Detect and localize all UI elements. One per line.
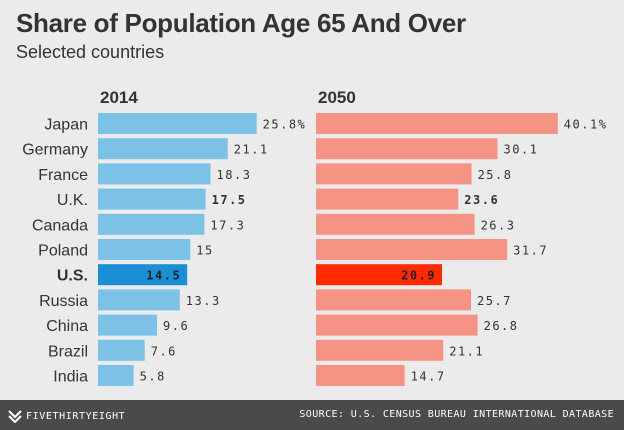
data-label-2050-U.K.: 23.6 — [464, 193, 499, 207]
data-label-2014-Poland: 15 — [196, 244, 213, 258]
data-label-2050-Poland: 31.7 — [513, 244, 548, 258]
bar-2050-Japan — [316, 113, 558, 134]
data-label-2050-India: 14.7 — [411, 370, 446, 384]
data-label-2050-Canada: 26.3 — [481, 218, 516, 232]
data-label-2050-France: 25.8 — [478, 168, 513, 182]
category-label: Brazil — [48, 343, 88, 360]
bar-2050-France — [316, 163, 472, 185]
data-label-2014-U.K.: 17.5 — [212, 193, 247, 207]
data-label-2014-China: 9.6 — [163, 319, 189, 333]
data-label-2014-Germany: 21.1 — [234, 143, 269, 157]
category-label: Canada — [32, 217, 88, 234]
data-label-2050-U.S.: 20.9 — [401, 269, 436, 283]
bar-2014-Canada — [98, 213, 205, 235]
data-label-2050-Germany: 30.1 — [504, 143, 539, 157]
fivethirtyeight-logo-icon — [8, 410, 22, 423]
bar-2014-India — [98, 365, 134, 386]
bar-2050-Russia — [316, 289, 471, 311]
category-label: Japan — [44, 117, 88, 134]
category-label: Germany — [22, 142, 88, 159]
category-label: China — [46, 318, 88, 335]
data-label-2050-Japan: 40.1% — [564, 118, 608, 132]
bar-2014-Japan — [98, 113, 257, 134]
bar-2014-U.K. — [98, 188, 206, 210]
bar-2050-U.K. — [316, 188, 459, 210]
data-label-2014-U.S.: 14.5 — [146, 269, 181, 283]
bar-2014-Poland — [98, 239, 191, 260]
bar-2050-Brazil — [316, 339, 444, 361]
bar-2050-China — [316, 314, 478, 336]
bar-2014-Brazil — [98, 339, 145, 361]
bar-2050-India — [316, 365, 405, 386]
bar-chart: 2014 2050 Japan Germany France U.K. Canada Pola… — [22, 88, 608, 386]
bar-2014-France — [98, 163, 211, 185]
bar-2014-Germany — [98, 138, 228, 160]
brand: FIVETHIRTYEIGHT — [8, 408, 125, 424]
series-header-2014: 2014 — [100, 88, 138, 107]
data-label-2014-Russia: 13.3 — [186, 294, 221, 308]
bar-2050-Poland — [316, 239, 508, 260]
category-label: U.K. — [57, 192, 88, 209]
data-label-2014-India: 5.8 — [140, 370, 166, 384]
category-label: India — [53, 369, 88, 386]
category-label: France — [38, 167, 88, 184]
bar-2050-Germany — [316, 138, 498, 160]
data-label-2050-Russia: 25.7 — [477, 294, 512, 308]
bar-2014-U.S. — [98, 264, 188, 286]
data-label-2050-China: 26.8 — [484, 319, 519, 333]
data-label-2014-France: 18.3 — [217, 168, 252, 182]
chart-title: Share of Population Age 65 And Over — [16, 8, 466, 38]
chart-subtitle: Selected countries — [16, 42, 165, 62]
category-label: Poland — [38, 243, 88, 260]
data-label-2014-Brazil: 7.6 — [151, 344, 177, 358]
category-label: U.S. — [57, 268, 88, 285]
bar-2050-U.S. — [316, 264, 443, 286]
data-label-2014-Japan: 25.8% — [263, 118, 307, 132]
bar-2014-Russia — [98, 289, 180, 311]
bar-2050-Canada — [316, 213, 475, 235]
source-note: SOURCE: U.S. CENSUS BUREAU INTERNATIONAL… — [299, 409, 614, 420]
series-header-2050: 2050 — [318, 88, 356, 107]
footer-bar: FIVETHIRTYEIGHT SOURCE: U.S. CENSUS BURE… — [0, 400, 624, 430]
data-label-2050-Brazil: 21.1 — [449, 344, 484, 358]
brand-name: FIVETHIRTYEIGHT — [26, 410, 126, 422]
data-label-2014-Canada: 17.3 — [210, 218, 245, 232]
bar-2014-China — [98, 314, 158, 336]
category-label: Russia — [39, 293, 88, 310]
